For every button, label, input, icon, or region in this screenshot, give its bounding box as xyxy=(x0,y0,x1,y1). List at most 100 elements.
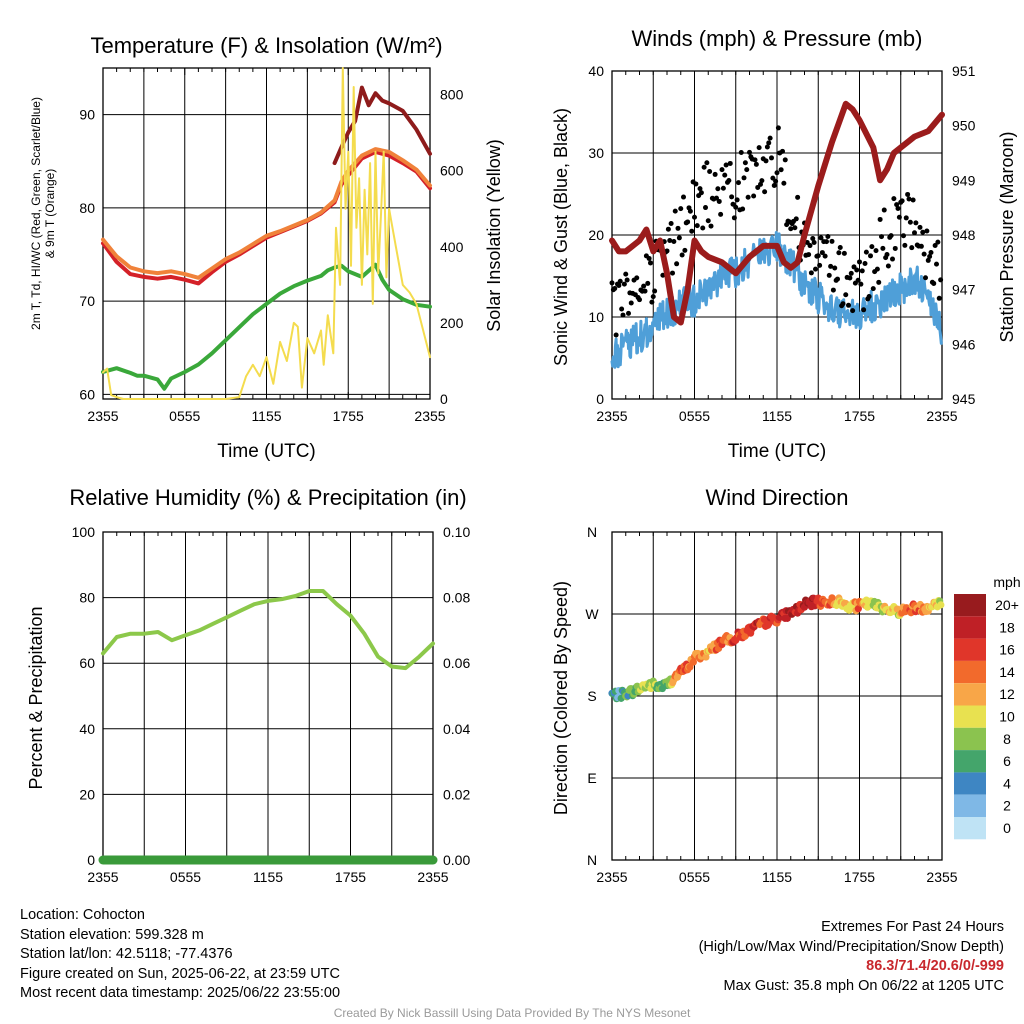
gust-point xyxy=(652,288,658,294)
gust-point xyxy=(869,244,875,250)
gust-point xyxy=(899,198,905,204)
gust-point xyxy=(771,183,777,189)
gust-point xyxy=(642,288,648,294)
gust-point xyxy=(707,168,713,174)
gust-point xyxy=(874,266,880,272)
x-tick-label: 1755 xyxy=(333,408,364,424)
gust-point xyxy=(634,275,640,281)
gust-point xyxy=(873,248,879,254)
series-9m-t xyxy=(101,147,432,280)
gust-point xyxy=(698,190,704,196)
gust-point xyxy=(619,306,625,312)
gust-point xyxy=(712,171,718,177)
gust-point xyxy=(773,178,779,184)
y-tick-label: 20 xyxy=(588,227,604,243)
gust-point xyxy=(741,175,747,181)
y2-tick-label: 0.08 xyxy=(443,590,470,606)
y2-tick-label: 950 xyxy=(952,118,976,134)
series-station-pressure xyxy=(609,100,945,326)
gust-point xyxy=(736,180,741,186)
y-tick-label: 0 xyxy=(596,391,604,407)
gust-point xyxy=(913,220,919,226)
gust-point xyxy=(672,208,678,214)
gust-point xyxy=(857,259,862,265)
y2-tick-label: 947 xyxy=(952,282,976,298)
x-tick-label: 2355 xyxy=(596,408,627,424)
gust-point xyxy=(885,263,891,269)
figure-created: Figure created on Sun, 2025-06-22, at 23… xyxy=(20,965,340,982)
x-tick-label: 1755 xyxy=(335,869,366,885)
y2-tick-label: 945 xyxy=(952,391,976,407)
y2-tick-label: 0 xyxy=(440,391,448,407)
gust-point xyxy=(781,180,787,186)
gust-point xyxy=(936,295,942,301)
gust-point xyxy=(918,243,924,249)
gust-point xyxy=(813,266,818,272)
y2-tick-label: 0.00 xyxy=(443,852,470,868)
gust-point xyxy=(701,164,707,170)
wind-direction-point xyxy=(702,653,710,661)
gust-point xyxy=(700,225,706,231)
y2-tick-label: 951 xyxy=(952,63,976,79)
series-solar-insolation xyxy=(102,67,431,400)
wind-direction-point xyxy=(854,605,862,613)
panel-2: Winds (mph) & Pressure (mb) 2355 0555 1155 1… xyxy=(551,26,1017,462)
x-tick-label: 2355 xyxy=(926,869,957,885)
gust-point xyxy=(715,186,721,192)
credit-line: Created By Nick Bassill Using Data Provi… xyxy=(333,1006,691,1020)
y-tick-label: 30 xyxy=(588,145,604,161)
y-tick-label: S xyxy=(587,688,596,704)
gust-point xyxy=(846,302,851,308)
gust-point xyxy=(758,181,763,187)
gust-point xyxy=(687,208,693,214)
gust-point xyxy=(764,144,770,150)
gust-point xyxy=(678,206,684,212)
y2-tick-label: 200 xyxy=(440,315,464,331)
gust-point xyxy=(624,277,630,283)
y2-axis-label: Solar Insolation (Yellow) xyxy=(484,139,504,331)
gust-point xyxy=(628,300,634,306)
y2-tick-label: 0.06 xyxy=(443,655,470,671)
gust-point xyxy=(727,160,733,166)
series-hi-wc xyxy=(332,85,432,166)
gust-point xyxy=(792,225,798,231)
y-tick-label: E xyxy=(587,770,596,786)
y-tick-label: 60 xyxy=(79,655,95,671)
gust-point xyxy=(836,250,842,256)
gust-point xyxy=(825,234,831,240)
y-axis-label: & 9m T (Orange) xyxy=(43,169,57,259)
x-tick-label: 1755 xyxy=(844,869,875,885)
gust-point xyxy=(763,158,769,164)
recent-data-timestamp: Most recent data timestamp: 2025/06/22 2… xyxy=(20,985,341,1001)
gust-point xyxy=(650,294,656,300)
gust-point xyxy=(859,268,865,274)
gust-point xyxy=(828,263,834,269)
gust-point xyxy=(905,191,911,197)
gust-point xyxy=(621,281,627,287)
y2-tick-label: 948 xyxy=(952,227,976,243)
colorbar-swatch xyxy=(954,817,986,840)
station-info: Location: Cohocton Station elevation: 59… xyxy=(20,906,340,1004)
gust-point xyxy=(868,253,873,259)
gust-point xyxy=(815,253,821,259)
gust-point xyxy=(692,214,697,220)
gust-point xyxy=(674,261,680,267)
colorbar-label: 16 xyxy=(999,642,1015,658)
wind-direction-point xyxy=(828,594,836,602)
gust-point xyxy=(858,281,864,287)
colorbar-label: 12 xyxy=(999,686,1015,702)
y-tick-label: 70 xyxy=(79,293,95,309)
gust-point xyxy=(921,251,927,257)
gust-point xyxy=(795,194,801,200)
gust-point xyxy=(762,189,768,195)
gust-point xyxy=(681,194,686,200)
gust-point xyxy=(778,167,784,173)
chart-title: Relative Humidity (%) & Precipitation (i… xyxy=(69,485,466,510)
gust-point xyxy=(807,243,813,249)
y-tick-label: 100 xyxy=(72,524,96,540)
gust-point xyxy=(742,160,748,166)
gust-point xyxy=(612,286,618,292)
gust-point xyxy=(646,255,652,261)
gust-point xyxy=(671,239,677,245)
